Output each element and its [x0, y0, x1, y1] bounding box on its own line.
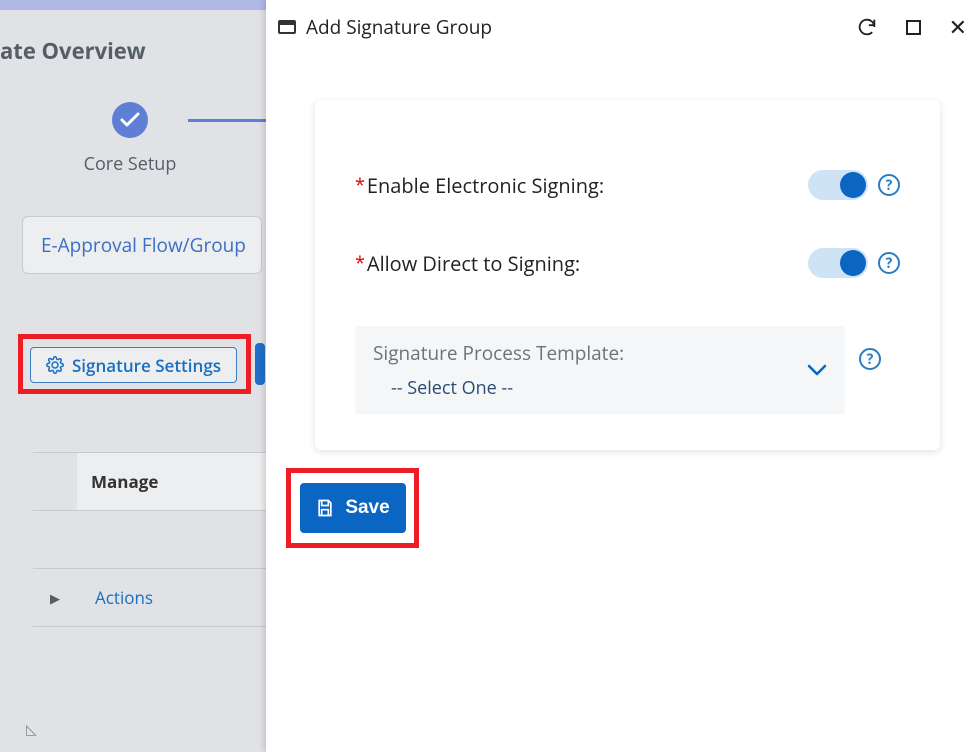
allow-direct-signing-row: * Allow Direct to Signing: ? — [355, 248, 900, 278]
maximize-icon[interactable] — [906, 20, 921, 35]
chevron-down-icon — [807, 364, 827, 376]
add-signature-group-modal: Add Signature Group ✕ * Enable Electroni… — [266, 0, 979, 752]
table-header-manage: Manage — [77, 452, 267, 511]
step-label: Core Setup — [0, 152, 260, 176]
close-icon[interactable]: ✕ — [949, 16, 967, 38]
help-icon[interactable]: ? — [878, 252, 900, 274]
help-icon[interactable]: ? — [878, 174, 900, 196]
modal-body-card: * Enable Electronic Signing: ? * Allow D… — [315, 100, 940, 450]
required-asterisk: * — [355, 251, 365, 275]
signature-template-select[interactable]: Signature Process Template: -- Select On… — [355, 326, 845, 414]
help-icon[interactable]: ? — [859, 348, 881, 370]
window-icon — [278, 20, 296, 34]
toggle-knob — [840, 250, 866, 276]
toggle-knob — [840, 172, 866, 198]
gear-icon — [46, 356, 64, 374]
enable-esigning-label: Enable Electronic Signing: — [367, 172, 604, 199]
refresh-icon[interactable] — [856, 16, 878, 38]
required-asterisk: * — [355, 173, 365, 197]
signature-settings-highlight: Signature Settings — [18, 334, 251, 394]
signature-template-label: Signature Process Template: — [373, 340, 827, 366]
modal-title: Add Signature Group — [306, 14, 856, 40]
adjacent-button-sliver[interactable] — [255, 343, 265, 385]
table-header-expand-col — [33, 452, 77, 511]
eapproval-card[interactable]: E-Approval Flow/Group — [22, 216, 262, 274]
signature-template-value: -- Select One -- — [373, 376, 827, 400]
save-button-label: Save — [345, 497, 389, 519]
signature-settings-label: Signature Settings — [72, 354, 221, 377]
allow-direct-signing-label: Allow Direct to Signing: — [367, 250, 580, 277]
table-header-manage-label: Manage — [91, 470, 158, 493]
table-row: ▶ Actions — [33, 569, 267, 627]
row-expand-icon[interactable]: ▶ — [33, 589, 77, 607]
save-button-highlight: Save — [286, 468, 419, 548]
stepper: Core Setup — [0, 102, 260, 176]
save-button[interactable]: Save — [300, 483, 406, 533]
actions-link[interactable]: Actions — [77, 586, 153, 609]
table-blank-row — [33, 511, 267, 569]
resize-grip-icon[interactable]: ◺ — [26, 720, 37, 739]
eapproval-card-text: E-Approval Flow/Group — [41, 232, 246, 258]
signature-template-row: Signature Process Template: -- Select On… — [355, 326, 900, 414]
modal-header: Add Signature Group ✕ — [266, 0, 979, 54]
enable-esigning-toggle[interactable] — [808, 170, 868, 200]
enable-esigning-row: * Enable Electronic Signing: ? — [355, 170, 900, 200]
save-icon — [315, 498, 335, 518]
step-completed-icon — [112, 102, 148, 138]
page-title: ate Overview — [0, 36, 146, 66]
allow-direct-signing-toggle[interactable] — [808, 248, 868, 278]
signature-settings-button[interactable]: Signature Settings — [30, 347, 237, 383]
step-connector — [188, 119, 268, 122]
